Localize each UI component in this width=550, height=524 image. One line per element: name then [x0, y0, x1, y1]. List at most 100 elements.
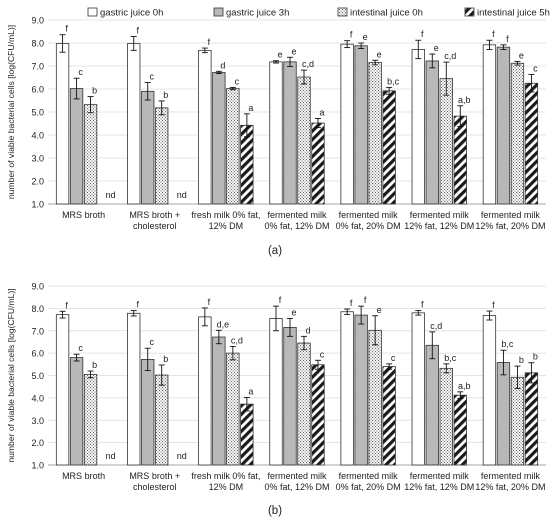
bar	[283, 326, 297, 466]
x-category-label: MRS broth +	[129, 210, 180, 220]
legend-swatch	[87, 7, 98, 17]
bar	[127, 312, 141, 466]
significance-label: f	[136, 26, 139, 36]
x-category-label: fermented milk	[410, 210, 470, 220]
x-category-label: fermented milk	[339, 471, 399, 481]
bar	[524, 82, 539, 205]
bar	[297, 342, 311, 466]
significance-label: f	[136, 300, 139, 310]
significance-label: f	[364, 295, 367, 305]
y-tick-label: 7.0	[31, 326, 44, 336]
legend-label: gastric juice 3h	[226, 8, 289, 19]
bar	[311, 122, 325, 205]
x-category-label: fermented milk	[410, 471, 470, 481]
legend-item-2: gastric juice 3h	[213, 8, 289, 19]
bar	[311, 364, 325, 466]
significance-label: f	[421, 300, 424, 310]
x-category-label: MRS broth	[62, 210, 105, 220]
bar	[155, 107, 169, 205]
bar	[141, 90, 155, 205]
significance-label: f	[350, 30, 353, 40]
bar	[510, 376, 525, 466]
significance-label: c,d	[302, 59, 314, 69]
panel-label: (a)	[268, 245, 282, 257]
legend-label: gastric juice 0h	[100, 8, 163, 19]
not-detected-label: nd	[106, 190, 116, 200]
bar	[69, 88, 84, 205]
significance-label: e	[377, 305, 382, 315]
bar	[340, 43, 354, 205]
significance-label: d	[305, 325, 310, 335]
significance-label: c	[78, 343, 83, 353]
bar	[482, 44, 497, 205]
significance-label: f	[350, 298, 353, 308]
y-axis-label: number of viable bacterial cells [log(CF…	[6, 25, 16, 199]
bar	[141, 358, 155, 466]
significance-label: f	[208, 37, 211, 47]
x-category-label: fermented milk	[339, 210, 399, 220]
significance-label: f	[279, 295, 282, 305]
bar	[226, 352, 240, 466]
bar	[198, 49, 212, 205]
y-tick-label: 7.0	[31, 62, 44, 72]
bar	[439, 367, 453, 466]
significance-label: c	[149, 337, 154, 347]
significance-label: f	[208, 297, 211, 307]
significance-label: e	[519, 50, 524, 60]
x-category-label: 12% fat, 20% DM	[475, 221, 545, 231]
bar	[425, 344, 439, 466]
bar	[524, 372, 539, 466]
significance-label: f	[421, 29, 424, 39]
bar	[226, 88, 240, 205]
x-category-label: fermented milk	[481, 471, 541, 481]
significance-label: e	[277, 50, 282, 60]
legend-item-3: intestinal juice 0h	[337, 7, 423, 19]
significance-label: e	[434, 43, 439, 53]
bar	[83, 373, 98, 466]
legend-swatch	[337, 7, 348, 17]
bar	[198, 316, 212, 466]
y-tick-label: 8.0	[31, 39, 44, 49]
legend-item-1: gastric juice 0h	[87, 7, 163, 19]
significance-label: e	[363, 32, 368, 42]
bar	[127, 43, 141, 205]
bar	[354, 45, 368, 205]
x-category-label: 12% DM	[209, 482, 244, 492]
not-detected-label: nd	[106, 451, 116, 461]
bar	[83, 104, 98, 205]
significance-label: f	[65, 300, 68, 310]
legend: gastric juice 0h gastric juice 3h intestin…	[87, 7, 550, 19]
significance-label: c	[235, 76, 240, 86]
legend-item-4: intestinal juice 5h	[464, 7, 550, 19]
significance-label: b	[163, 90, 168, 100]
x-category-label: fermented milk	[267, 471, 327, 481]
bar	[69, 357, 84, 466]
bar	[269, 61, 283, 205]
bar	[496, 46, 511, 205]
significance-label: b,c	[444, 353, 457, 363]
y-tick-label: 3.0	[31, 154, 44, 164]
y-tick-label: 4.0	[31, 131, 44, 141]
bar	[382, 90, 396, 205]
bar	[212, 72, 226, 205]
x-category-label: 0% fat, 12% DM	[264, 482, 329, 492]
bar	[453, 115, 467, 205]
bar	[269, 318, 283, 466]
significance-label: a	[248, 386, 253, 396]
significance-label: c,d	[444, 51, 456, 61]
x-category-label: 0% fat, 20% DM	[336, 221, 401, 231]
bar	[340, 311, 354, 466]
significance-label: b,c	[387, 76, 400, 86]
legend-swatch	[464, 7, 475, 17]
y-tick-label: 5.0	[31, 371, 44, 381]
y-axis: 1.0 2.0 3.0 4.0 5.0 6.0 7.0 8.0 9.0	[31, 282, 546, 471]
x-category-label: 0% fat, 20% DM	[336, 482, 401, 492]
x-category-label: fresh milk 0% fat,	[191, 210, 260, 220]
x-category-label: 12% fat, 12% DM	[404, 221, 474, 231]
x-category-label: cholesterol	[133, 221, 177, 231]
bar	[368, 329, 382, 466]
x-category-label: fermented milk	[481, 210, 541, 220]
y-tick-label: 4.0	[31, 393, 44, 403]
